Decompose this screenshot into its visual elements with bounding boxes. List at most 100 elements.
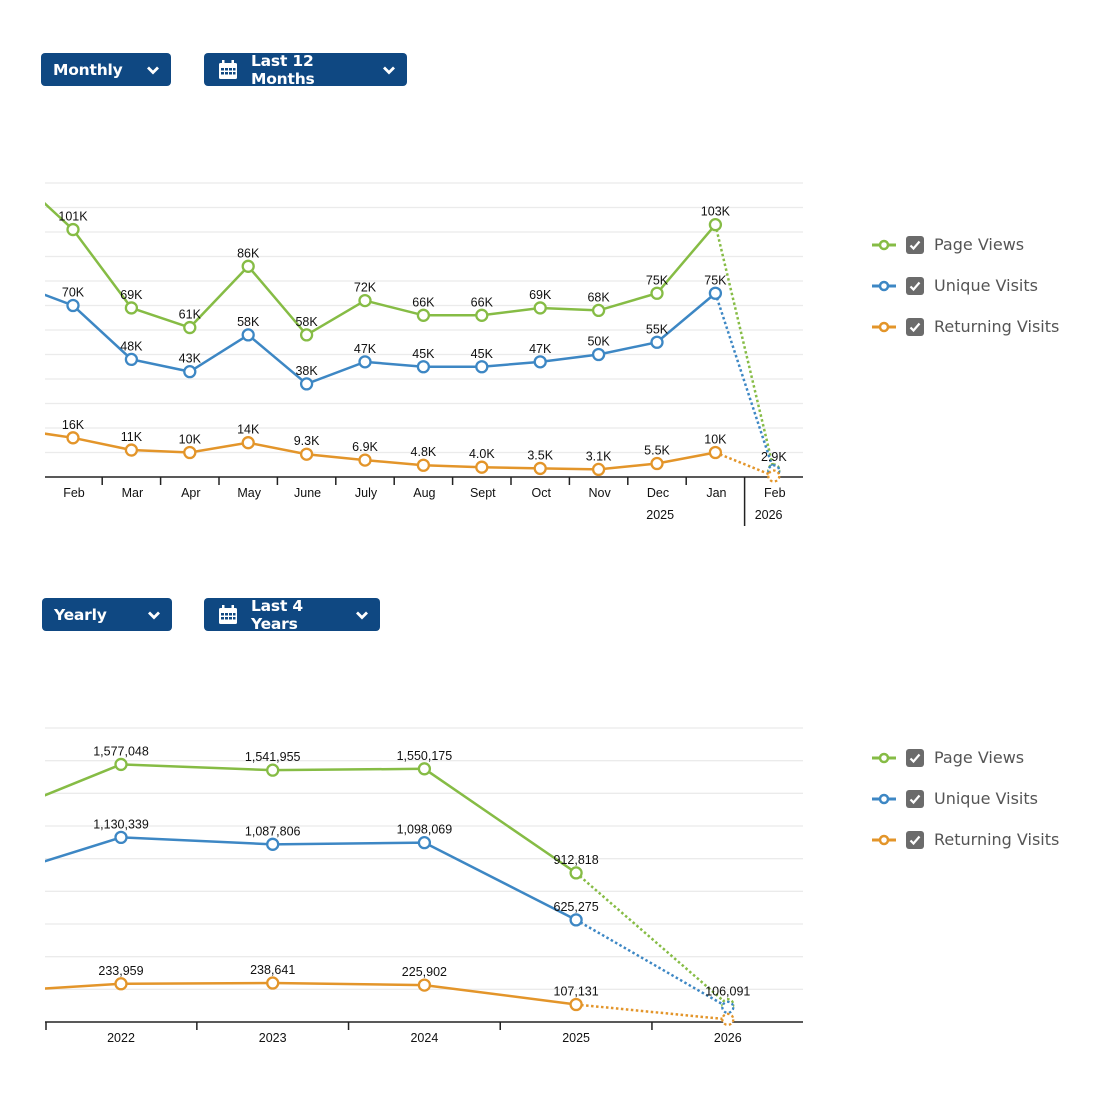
data-label: 1,550,175 xyxy=(397,749,453,763)
legend-item-returning-visits[interactable]: Returning Visits xyxy=(872,306,1059,347)
legend-item-page-views[interactable]: Page Views xyxy=(872,224,1059,265)
data-point xyxy=(183,364,197,379)
range-select-yearly[interactable]: Last 4 Years xyxy=(204,597,380,633)
checkbox[interactable] xyxy=(906,748,924,767)
data-point xyxy=(417,762,432,776)
data-label: 58K xyxy=(237,315,260,329)
data-point xyxy=(569,913,583,927)
series-line xyxy=(45,202,717,337)
series-line-partial xyxy=(575,1003,728,1021)
series-marker-icon xyxy=(872,752,896,763)
data-point xyxy=(266,837,280,851)
legend-monthly: Page Views Unique Visits Returning Visits xyxy=(872,224,1059,347)
series-line-partial xyxy=(575,871,729,1006)
data-label: 50K xyxy=(587,335,610,349)
data-point xyxy=(569,866,583,880)
data-point xyxy=(533,355,547,369)
legend-label: Unique Visits xyxy=(934,276,1038,295)
data-point xyxy=(241,328,255,342)
series-marker-icon xyxy=(872,793,896,804)
checkmark-icon xyxy=(909,794,921,804)
data-point xyxy=(417,978,432,992)
x-tick-label: May xyxy=(237,486,261,500)
series-line xyxy=(45,836,577,921)
x-tick-label: Feb xyxy=(63,486,85,500)
x-tick-label: 2024 xyxy=(410,1031,438,1045)
series-returning-visits xyxy=(45,976,735,1027)
series-line xyxy=(45,432,716,471)
data-label: 233,959 xyxy=(98,964,143,978)
series-unique-visits xyxy=(45,286,781,478)
data-point xyxy=(416,308,431,322)
series-line-partial xyxy=(714,224,776,471)
legend-label: Returning Visits xyxy=(934,830,1060,849)
legend-label: Returning Visits xyxy=(934,317,1060,336)
data-label: 14K xyxy=(237,423,260,437)
data-point xyxy=(66,298,80,313)
checkbox[interactable] xyxy=(906,317,924,336)
checkmark-icon xyxy=(909,240,921,250)
legend-item-unique-visits[interactable]: Unique Visits xyxy=(872,265,1059,306)
x-tick-label: Jan xyxy=(706,486,726,500)
x-tick-label: Nov xyxy=(588,486,611,500)
data-label: 5.5K xyxy=(644,444,670,458)
data-label: 75K xyxy=(646,273,669,287)
checkbox[interactable] xyxy=(906,276,924,295)
year-label: 2025 xyxy=(646,508,674,522)
checkmark-icon xyxy=(909,281,921,291)
data-point xyxy=(183,445,197,460)
period-select-yearly[interactable]: Yearly xyxy=(42,598,172,631)
series-line-partial xyxy=(714,451,775,478)
checkbox[interactable] xyxy=(906,830,924,849)
data-point xyxy=(299,328,314,342)
checkbox[interactable] xyxy=(906,235,924,254)
data-point xyxy=(533,301,547,315)
data-point xyxy=(417,835,432,850)
legend-label: Unique Visits xyxy=(934,789,1038,808)
data-label: 72K xyxy=(354,281,377,295)
data-label: 6.9K xyxy=(352,440,378,454)
data-point xyxy=(721,998,735,1012)
x-tick-label: Dec xyxy=(647,486,669,500)
legend-item-returning-visits[interactable]: Returning Visits xyxy=(872,819,1059,860)
chevron-down-icon xyxy=(383,66,395,74)
data-label: 86K xyxy=(237,246,260,260)
checkbox[interactable] xyxy=(906,789,924,808)
x-tick-label: Sept xyxy=(470,486,496,500)
series-marker-icon xyxy=(872,321,896,332)
x-tick-label: June xyxy=(294,486,321,500)
x-tick-label: Feb xyxy=(764,486,786,500)
checkmark-icon xyxy=(909,835,921,845)
data-label: 47K xyxy=(529,342,552,356)
data-point xyxy=(241,436,255,450)
data-point xyxy=(569,997,583,1012)
data-label: 45K xyxy=(412,347,435,361)
data-point xyxy=(124,352,139,367)
range-select-monthly[interactable]: Last 12 Months xyxy=(204,52,407,88)
legend-item-page-views[interactable]: Page Views xyxy=(872,737,1059,778)
data-label: 1,098,069 xyxy=(397,823,453,837)
series-line-partial xyxy=(714,292,775,472)
data-point xyxy=(591,347,606,362)
period-select-monthly[interactable]: Monthly xyxy=(41,53,171,86)
data-label: 3.5K xyxy=(527,448,553,462)
data-label: 912,818 xyxy=(554,853,599,867)
data-label: 68K xyxy=(587,290,610,304)
checkmark-icon xyxy=(909,753,921,763)
data-label: 61K xyxy=(179,308,202,322)
data-label: 43K xyxy=(179,352,202,366)
series-line xyxy=(45,763,577,874)
data-point xyxy=(183,320,197,335)
legend-item-unique-visits[interactable]: Unique Visits xyxy=(872,778,1059,819)
data-label: 38K xyxy=(295,364,318,378)
x-tick-label: 2022 xyxy=(107,1031,135,1045)
data-point xyxy=(114,977,128,991)
series-marker-icon xyxy=(872,280,896,291)
series-line xyxy=(45,292,717,386)
data-point xyxy=(358,355,372,369)
x-tick-label: Mar xyxy=(122,486,144,500)
data-label: 10K xyxy=(179,433,202,447)
data-point xyxy=(124,443,139,457)
data-point xyxy=(358,453,372,467)
data-label: 47K xyxy=(354,342,377,356)
